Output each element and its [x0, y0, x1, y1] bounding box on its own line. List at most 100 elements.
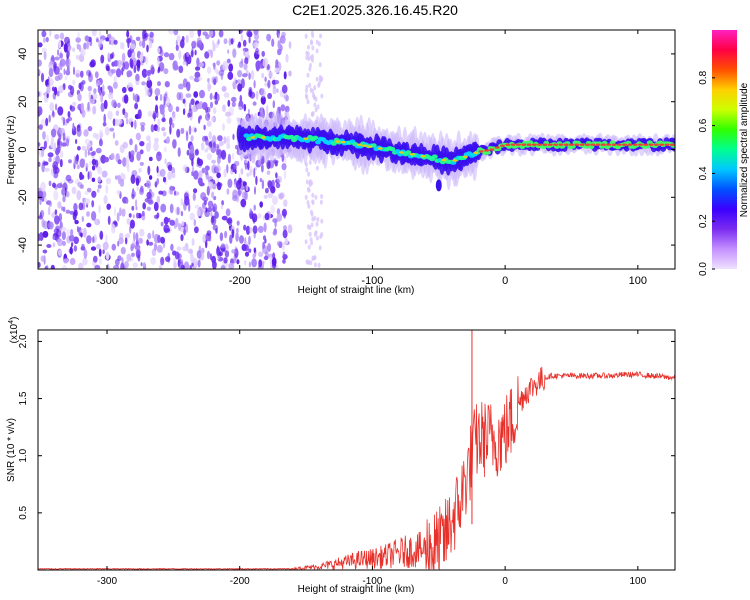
noise-speckle	[100, 102, 105, 113]
noise-speckle	[203, 124, 206, 131]
noise-speckle	[38, 146, 41, 156]
noise-speckle	[99, 95, 102, 101]
noise-speckle	[130, 59, 134, 69]
noise-speckle	[63, 68, 66, 75]
noise-speckle	[98, 138, 103, 147]
noise-speckle	[72, 47, 76, 52]
y-tick-label: 20	[17, 96, 29, 108]
noise-speckle	[275, 79, 279, 85]
noise-speckle	[227, 71, 234, 81]
y-scale-label: (x104)	[8, 317, 20, 344]
noise-speckle	[212, 203, 218, 213]
noise-speckle	[242, 73, 248, 78]
noise-speckle	[281, 37, 286, 45]
signal-peak	[441, 158, 447, 162]
y-tick-label: 2.0	[18, 334, 29, 348]
noise-speckle	[304, 88, 308, 94]
signal-peak	[484, 149, 490, 152]
noise-speckle	[220, 149, 227, 160]
noise-speckle	[152, 230, 155, 239]
noise-speckle	[198, 62, 204, 68]
noise-speckle	[207, 66, 212, 75]
noise-speckle	[196, 250, 202, 259]
noise-speckle	[211, 191, 215, 199]
noise-speckle	[285, 94, 290, 102]
noise-speckle	[285, 53, 289, 63]
noise-speckle	[223, 92, 230, 98]
noise-speckle	[243, 63, 248, 71]
noise-speckle	[43, 51, 47, 61]
signal-peak	[340, 140, 346, 144]
noise-speckle	[159, 264, 162, 269]
noise-speckle	[225, 137, 229, 143]
noise-speckle	[48, 67, 54, 78]
noise-speckle	[190, 50, 194, 58]
noise-speckle	[276, 88, 279, 93]
noise-speckle	[248, 36, 251, 44]
signal-blob	[435, 179, 442, 192]
noise-speckle	[156, 244, 163, 253]
noise-speckle	[264, 212, 270, 221]
noise-speckle	[54, 209, 58, 216]
signal-core	[370, 143, 377, 148]
noise-speckle	[132, 214, 135, 219]
noise-speckle	[197, 177, 203, 185]
noise-speckle	[217, 181, 220, 187]
noise-speckle	[203, 200, 207, 206]
noise-speckle	[220, 264, 226, 269]
noise-speckle	[278, 193, 284, 200]
noise-speckle	[80, 228, 85, 234]
noise-speckle	[38, 59, 42, 67]
noise-speckle	[80, 70, 84, 78]
signal-peak	[579, 143, 585, 146]
noise-speckle	[210, 211, 213, 217]
signal-peak	[669, 143, 675, 146]
noise-speckle	[228, 262, 235, 269]
noise-speckle	[253, 167, 256, 178]
noise-speckle	[78, 262, 84, 269]
noise-speckle	[135, 175, 141, 184]
noise-speckle	[189, 151, 195, 161]
noise-speckle	[67, 111, 71, 118]
noise-speckle	[258, 259, 263, 268]
noise-speckle	[102, 121, 107, 127]
noise-speckle	[169, 104, 174, 113]
noise-speckle	[269, 255, 273, 266]
noise-speckle	[130, 43, 136, 50]
noise-speckle	[40, 118, 46, 127]
noise-speckle	[166, 97, 171, 106]
noise-speckle	[216, 172, 221, 179]
noise-speckle	[243, 103, 247, 112]
noise-speckle	[60, 226, 67, 232]
noise-speckle	[225, 208, 231, 217]
noise-speckle	[43, 161, 49, 166]
noise-speckle	[231, 96, 237, 103]
noise-speckle	[315, 39, 319, 45]
noise-speckle	[227, 178, 233, 188]
noise-speckle	[81, 216, 85, 222]
noise-speckle	[77, 93, 82, 102]
noise-speckle	[252, 101, 257, 106]
noise-speckle	[139, 141, 145, 147]
noise-speckle	[137, 254, 141, 262]
noise-speckle	[254, 186, 256, 195]
x-tick-label: -200	[230, 576, 250, 587]
noise-speckle	[194, 71, 201, 79]
noise-speckle	[257, 225, 264, 233]
noise-speckle	[178, 261, 184, 269]
noise-speckle	[146, 44, 149, 53]
noise-speckle	[126, 30, 130, 38]
noise-speckle	[313, 85, 317, 91]
y-axis-label: Frequency (Hz)	[6, 116, 17, 185]
noise-speckle	[175, 106, 180, 112]
colorbar-tick-label: 0.6	[698, 118, 709, 132]
noise-speckle	[97, 176, 102, 183]
noise-speckle	[122, 174, 126, 180]
noise-speckle	[92, 236, 95, 244]
noise-speckle	[115, 68, 122, 78]
colorbar	[712, 30, 737, 269]
noise-speckle	[244, 251, 250, 257]
noise-speckle	[86, 40, 90, 50]
noise-speckle	[194, 204, 200, 209]
noise-speckle	[135, 36, 141, 41]
